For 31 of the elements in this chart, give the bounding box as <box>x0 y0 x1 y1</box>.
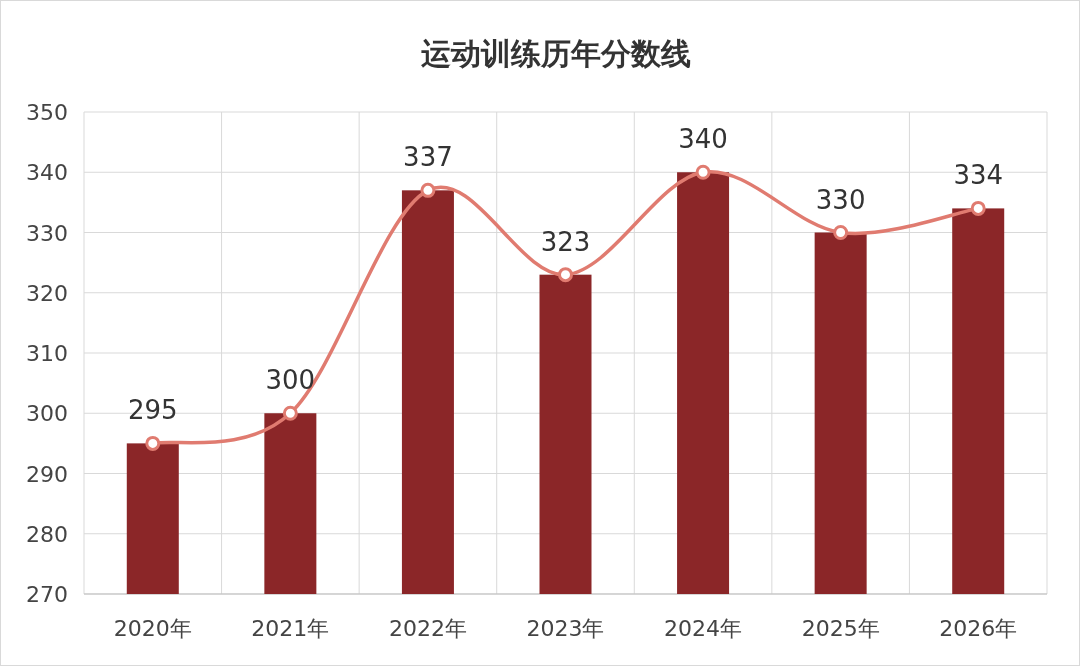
x-tick-label: 2024年 <box>664 616 743 641</box>
point <box>420 182 436 198</box>
data-label: 295 <box>127 395 178 426</box>
point <box>970 200 986 216</box>
y-tick-label: 300 <box>26 401 68 427</box>
y-tick-label: 280 <box>26 521 68 547</box>
point <box>833 225 849 240</box>
point <box>145 435 161 451</box>
x-tick-label: 2026年 <box>939 616 1018 641</box>
x-tick-label: 2021年 <box>251 616 330 641</box>
x-tick-label: 2020年 <box>113 616 192 641</box>
chart-title: 运动训练历年分数线 <box>419 36 691 71</box>
data-label: 323 <box>540 226 591 257</box>
data-label: 334 <box>953 160 1004 191</box>
x-tick-label: 2025年 <box>801 616 880 641</box>
point <box>282 405 298 421</box>
data-label: 300 <box>265 365 316 396</box>
point <box>558 267 573 283</box>
point <box>695 164 711 180</box>
y-tick-label: 270 <box>26 582 68 607</box>
y-tick-label: 290 <box>26 461 68 487</box>
y-tick-label: 310 <box>26 341 68 366</box>
x-tick-label: 2023年 <box>526 616 605 641</box>
y-tick-label: 330 <box>26 220 68 246</box>
y-tick-label: 340 <box>26 160 68 186</box>
y-tick-label: 320 <box>26 280 68 306</box>
data-label: 337 <box>403 142 453 173</box>
y-tick-label: 350 <box>26 100 68 125</box>
data-label: 340 <box>678 124 728 155</box>
data-label: 330 <box>815 184 866 215</box>
x-tick-label: 2022年 <box>388 616 467 641</box>
